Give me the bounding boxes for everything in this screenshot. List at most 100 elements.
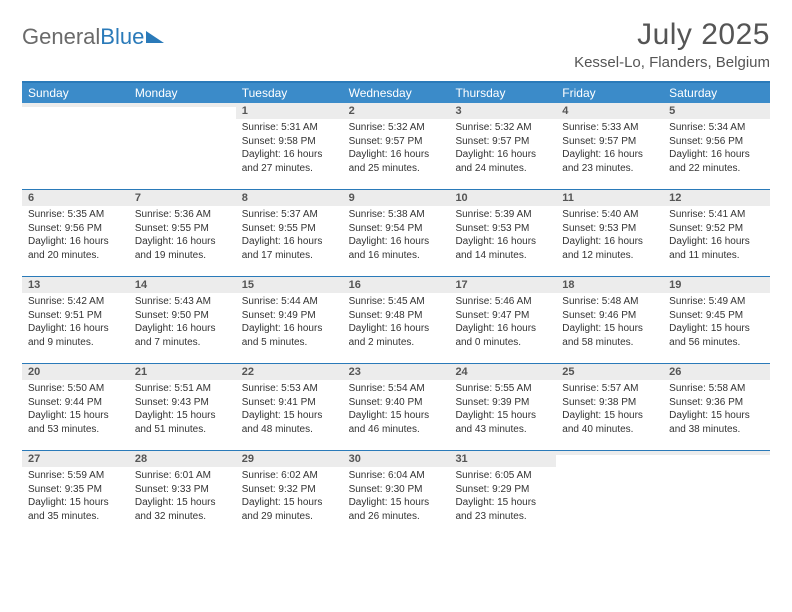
sunset-line: Sunset: 9:58 PM bbox=[242, 135, 337, 149]
day-cell: 15Sunrise: 5:44 AMSunset: 9:49 PMDayligh… bbox=[236, 277, 343, 363]
day-body: Sunrise: 5:58 AMSunset: 9:36 PMDaylight:… bbox=[663, 380, 770, 440]
sunset-line: Sunset: 9:44 PM bbox=[28, 396, 123, 410]
sunset-line: Sunset: 9:40 PM bbox=[349, 396, 444, 410]
daylight-line: Daylight: 16 hours and 25 minutes. bbox=[349, 148, 444, 175]
daylight-line: Daylight: 16 hours and 12 minutes. bbox=[562, 235, 657, 262]
day-number: 20 bbox=[22, 364, 129, 380]
dow-friday: Friday bbox=[556, 83, 663, 103]
day-body bbox=[129, 107, 236, 113]
sunset-line: Sunset: 9:49 PM bbox=[242, 309, 337, 323]
day-body: Sunrise: 5:45 AMSunset: 9:48 PMDaylight:… bbox=[343, 293, 450, 353]
sunrise-line: Sunrise: 5:39 AM bbox=[455, 208, 550, 222]
day-body: Sunrise: 5:39 AMSunset: 9:53 PMDaylight:… bbox=[449, 206, 556, 266]
day-number: 13 bbox=[22, 277, 129, 293]
day-cell: 1Sunrise: 5:31 AMSunset: 9:58 PMDaylight… bbox=[236, 103, 343, 189]
sunrise-line: Sunrise: 6:04 AM bbox=[349, 469, 444, 483]
day-cell: 17Sunrise: 5:46 AMSunset: 9:47 PMDayligh… bbox=[449, 277, 556, 363]
day-cell: 5Sunrise: 5:34 AMSunset: 9:56 PMDaylight… bbox=[663, 103, 770, 189]
day-number: 16 bbox=[343, 277, 450, 293]
daylight-line: Daylight: 16 hours and 11 minutes. bbox=[669, 235, 764, 262]
daylight-line: Daylight: 16 hours and 19 minutes. bbox=[135, 235, 230, 262]
day-body: Sunrise: 5:33 AMSunset: 9:57 PMDaylight:… bbox=[556, 119, 663, 179]
day-number: 24 bbox=[449, 364, 556, 380]
day-body: Sunrise: 5:31 AMSunset: 9:58 PMDaylight:… bbox=[236, 119, 343, 179]
dow-thursday: Thursday bbox=[449, 83, 556, 103]
weeks-container: 1Sunrise: 5:31 AMSunset: 9:58 PMDaylight… bbox=[22, 103, 770, 537]
day-number: 12 bbox=[663, 190, 770, 206]
day-number: 3 bbox=[449, 103, 556, 119]
daylight-line: Daylight: 16 hours and 20 minutes. bbox=[28, 235, 123, 262]
day-body bbox=[22, 107, 129, 113]
daylight-line: Daylight: 15 hours and 40 minutes. bbox=[562, 409, 657, 436]
day-body: Sunrise: 5:53 AMSunset: 9:41 PMDaylight:… bbox=[236, 380, 343, 440]
sunrise-line: Sunrise: 5:55 AM bbox=[455, 382, 550, 396]
day-cell: 26Sunrise: 5:58 AMSunset: 9:36 PMDayligh… bbox=[663, 364, 770, 450]
day-cell: 21Sunrise: 5:51 AMSunset: 9:43 PMDayligh… bbox=[129, 364, 236, 450]
sunset-line: Sunset: 9:30 PM bbox=[349, 483, 444, 497]
sunrise-line: Sunrise: 5:38 AM bbox=[349, 208, 444, 222]
day-number: 1 bbox=[236, 103, 343, 119]
sunset-line: Sunset: 9:39 PM bbox=[455, 396, 550, 410]
day-body: Sunrise: 5:41 AMSunset: 9:52 PMDaylight:… bbox=[663, 206, 770, 266]
day-body: Sunrise: 5:35 AMSunset: 9:56 PMDaylight:… bbox=[22, 206, 129, 266]
day-body: Sunrise: 5:51 AMSunset: 9:43 PMDaylight:… bbox=[129, 380, 236, 440]
dow-tuesday: Tuesday bbox=[236, 83, 343, 103]
sunrise-line: Sunrise: 5:35 AM bbox=[28, 208, 123, 222]
sunrise-line: Sunrise: 5:31 AM bbox=[242, 121, 337, 135]
sunset-line: Sunset: 9:53 PM bbox=[455, 222, 550, 236]
dow-monday: Monday bbox=[129, 83, 236, 103]
day-number: 26 bbox=[663, 364, 770, 380]
day-number: 22 bbox=[236, 364, 343, 380]
day-body: Sunrise: 6:02 AMSunset: 9:32 PMDaylight:… bbox=[236, 467, 343, 527]
week-row: 6Sunrise: 5:35 AMSunset: 9:56 PMDaylight… bbox=[22, 190, 770, 277]
day-cell: 11Sunrise: 5:40 AMSunset: 9:53 PMDayligh… bbox=[556, 190, 663, 276]
day-cell: 30 Sunrise: 6:04 AMSunset: 9:30 PMDayligh… bbox=[343, 451, 450, 537]
day-number: 18 bbox=[556, 277, 663, 293]
day-body bbox=[556, 455, 663, 461]
sunset-line: Sunset: 9:54 PM bbox=[349, 222, 444, 236]
daylight-line: Daylight: 16 hours and 2 minutes. bbox=[349, 322, 444, 349]
day-cell: 12Sunrise: 5:41 AMSunset: 9:52 PMDayligh… bbox=[663, 190, 770, 276]
day-cell: 13Sunrise: 5:42 AMSunset: 9:51 PMDayligh… bbox=[22, 277, 129, 363]
sunset-line: Sunset: 9:32 PM bbox=[242, 483, 337, 497]
week-row: 27Sunrise: 5:59 AMSunset: 9:35 PMDayligh… bbox=[22, 451, 770, 537]
daylight-line: Daylight: 16 hours and 17 minutes. bbox=[242, 235, 337, 262]
daylight-line: Daylight: 15 hours and 26 minutes. bbox=[349, 496, 444, 523]
day-cell bbox=[129, 103, 236, 189]
day-cell: 29Sunrise: 6:02 AMSunset: 9:32 PMDayligh… bbox=[236, 451, 343, 537]
sunrise-line: Sunrise: 5:36 AM bbox=[135, 208, 230, 222]
sunrise-line: Sunrise: 5:54 AM bbox=[349, 382, 444, 396]
day-cell: 6Sunrise: 5:35 AMSunset: 9:56 PMDaylight… bbox=[22, 190, 129, 276]
day-body: Sunrise: 5:36 AMSunset: 9:55 PMDaylight:… bbox=[129, 206, 236, 266]
logo-part2: Blue bbox=[100, 24, 144, 50]
sunrise-line: Sunrise: 5:37 AM bbox=[242, 208, 337, 222]
sunset-line: Sunset: 9:48 PM bbox=[349, 309, 444, 323]
sunrise-line: Sunrise: 5:45 AM bbox=[349, 295, 444, 309]
day-body: Sunrise: 5:55 AMSunset: 9:39 PMDaylight:… bbox=[449, 380, 556, 440]
day-number: 15 bbox=[236, 277, 343, 293]
day-cell: 9Sunrise: 5:38 AMSunset: 9:54 PMDaylight… bbox=[343, 190, 450, 276]
daylight-line: Daylight: 15 hours and 38 minutes. bbox=[669, 409, 764, 436]
dow-wednesday: Wednesday bbox=[343, 83, 450, 103]
sunset-line: Sunset: 9:55 PM bbox=[135, 222, 230, 236]
day-body: Sunrise: 5:40 AMSunset: 9:53 PMDaylight:… bbox=[556, 206, 663, 266]
sunrise-line: Sunrise: 5:49 AM bbox=[669, 295, 764, 309]
sunrise-line: Sunrise: 5:46 AM bbox=[455, 295, 550, 309]
day-body: Sunrise: 5:42 AMSunset: 9:51 PMDaylight:… bbox=[22, 293, 129, 353]
day-number: 5 bbox=[663, 103, 770, 119]
day-number: 6 bbox=[22, 190, 129, 206]
day-number: 25 bbox=[556, 364, 663, 380]
header: GeneralBlue July 2025 Kessel-Lo, Flander… bbox=[22, 18, 770, 71]
logo-mark-icon bbox=[146, 31, 164, 43]
sunrise-line: Sunrise: 5:59 AM bbox=[28, 469, 123, 483]
week-row: 1Sunrise: 5:31 AMSunset: 9:58 PMDaylight… bbox=[22, 103, 770, 190]
day-cell: 16Sunrise: 5:45 AMSunset: 9:48 PMDayligh… bbox=[343, 277, 450, 363]
day-cell: 18Sunrise: 5:48 AMSunset: 9:46 PMDayligh… bbox=[556, 277, 663, 363]
week-row: 13Sunrise: 5:42 AMSunset: 9:51 PMDayligh… bbox=[22, 277, 770, 364]
daylight-line: Daylight: 16 hours and 23 minutes. bbox=[562, 148, 657, 175]
day-body: Sunrise: 5:57 AMSunset: 9:38 PMDaylight:… bbox=[556, 380, 663, 440]
day-number: 30 bbox=[343, 451, 450, 467]
daylight-line: Daylight: 15 hours and 29 minutes. bbox=[242, 496, 337, 523]
sunset-line: Sunset: 9:33 PM bbox=[135, 483, 230, 497]
day-body: Sunrise: 5:49 AMSunset: 9:45 PMDaylight:… bbox=[663, 293, 770, 353]
